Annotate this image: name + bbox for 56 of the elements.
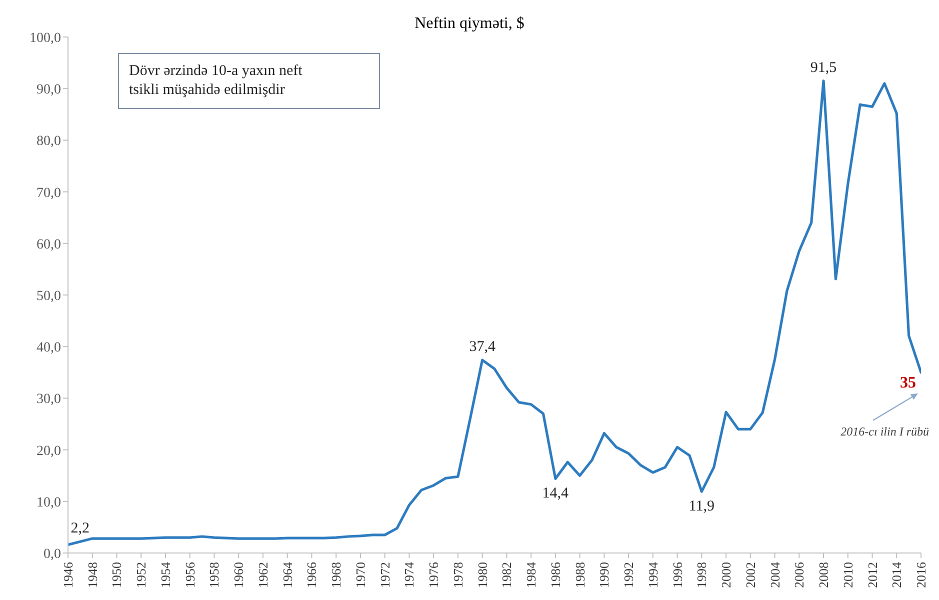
y-tick-label: 20,0 bbox=[36, 444, 61, 459]
x-tick-label: 1980 bbox=[474, 562, 490, 588]
data-label: 91,5 bbox=[810, 60, 837, 76]
x-tick-label: 1956 bbox=[182, 562, 198, 588]
y-tick-label: 100,0 bbox=[30, 30, 61, 46]
x-tick-label: 2008 bbox=[816, 562, 832, 588]
x-tick-label: 1998 bbox=[694, 562, 710, 588]
data-label: 11,9 bbox=[688, 498, 715, 515]
x-tick-label: 1964 bbox=[280, 562, 295, 588]
x-tick-label: 2000 bbox=[718, 562, 734, 588]
x-tick-label: 2002 bbox=[742, 562, 758, 588]
x-tick-label: 1948 bbox=[84, 562, 100, 588]
data-label: 14,4 bbox=[542, 486, 570, 502]
x-tick-label: 1970 bbox=[352, 562, 368, 588]
x-tick-label: 1946 bbox=[60, 562, 76, 588]
x-tick-label: 1984 bbox=[524, 562, 539, 588]
x-tick-label: 1960 bbox=[231, 562, 246, 588]
x-tick-label: 1976 bbox=[426, 562, 442, 588]
x-tick-label: 1962 bbox=[255, 562, 270, 588]
chart-title: Neftin qiyməti, $ bbox=[414, 15, 524, 32]
x-tick-label: 1954 bbox=[158, 562, 173, 588]
x-tick-label: 1986 bbox=[548, 562, 563, 588]
x-tick-label: 2014 bbox=[889, 562, 904, 588]
x-tick-label: 1966 bbox=[304, 562, 320, 588]
note-box: Dövr ərzində 10-a yaxın neft tsikli müşahidə edilmişdir bbox=[118, 53, 380, 109]
x-tick-label: 2012 bbox=[864, 562, 880, 588]
y-tick-label: 0,0 bbox=[44, 546, 61, 562]
y-tick-label: 60,0 bbox=[36, 237, 61, 252]
x-tick-label: 2010 bbox=[840, 562, 856, 588]
annotation: 2016-cı ilin I rübü bbox=[840, 424, 929, 438]
x-tick-label: 2004 bbox=[767, 562, 782, 588]
y-tick-label: 80,0 bbox=[36, 134, 61, 150]
x-tick-label: 1958 bbox=[206, 562, 222, 588]
y-tick-label: 30,0 bbox=[36, 392, 61, 408]
x-tick-label: 1974 bbox=[402, 562, 417, 588]
x-tick-label: 1968 bbox=[328, 562, 344, 588]
y-tick-label: 70,0 bbox=[36, 186, 61, 201]
data-label: 37,4 bbox=[469, 339, 496, 356]
x-tick-label: 1990 bbox=[596, 562, 612, 588]
x-tick-label: 1972 bbox=[377, 562, 392, 588]
y-tick-label: 50,0 bbox=[36, 288, 61, 304]
y-tick-label: 40,0 bbox=[36, 340, 61, 356]
x-tick-label: 1982 bbox=[499, 562, 514, 588]
x-tick-label: 1950 bbox=[109, 562, 124, 588]
y-tick-label: 10,0 bbox=[36, 495, 61, 510]
x-tick-label: 1996 bbox=[670, 562, 685, 588]
y-tick-label: 90,0 bbox=[36, 82, 61, 98]
x-tick-label: 2016 bbox=[914, 562, 928, 588]
x-tick-label: 1978 bbox=[450, 562, 466, 588]
data-label: 35 bbox=[900, 374, 916, 392]
x-tick-label: 1992 bbox=[621, 562, 636, 588]
x-tick-label: 1988 bbox=[572, 562, 588, 588]
x-tick-label: 1994 bbox=[645, 562, 660, 588]
x-tick-label: 2006 bbox=[792, 562, 807, 588]
x-tick-label: 1952 bbox=[134, 562, 149, 588]
data-label: 2,2 bbox=[70, 520, 90, 537]
